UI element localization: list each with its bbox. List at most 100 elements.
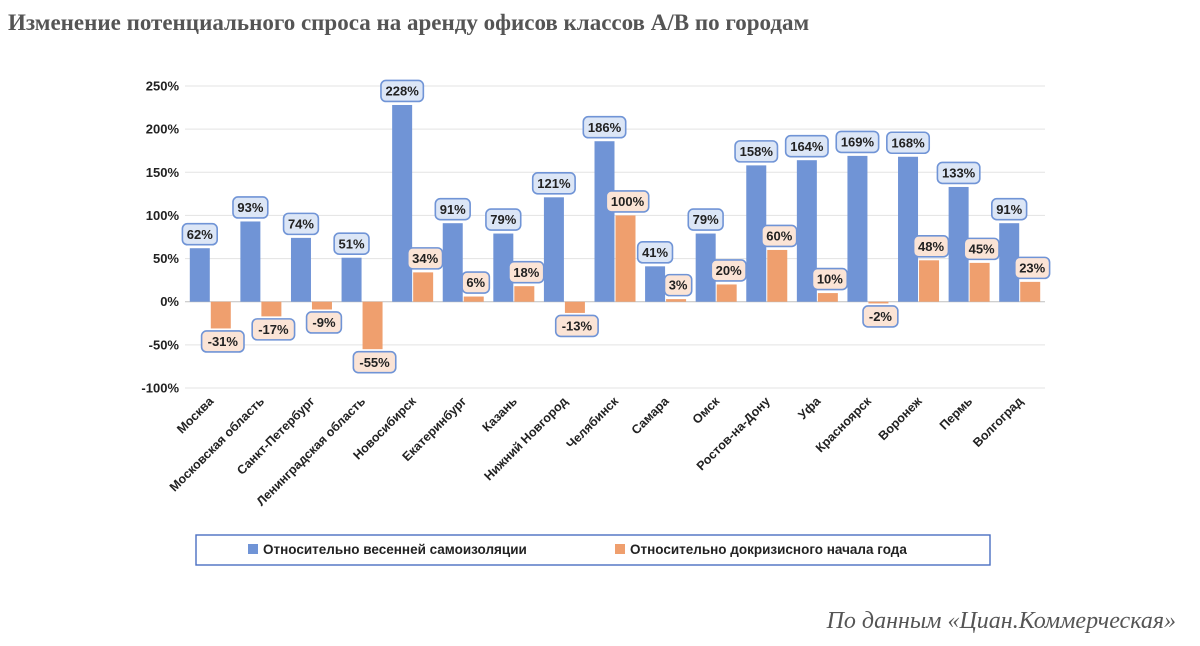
data-label-series1: 79% (490, 212, 516, 227)
bar-series2 (969, 262, 990, 302)
data-label-series1: 74% (288, 216, 314, 231)
bar-series1 (392, 104, 413, 302)
bar-series1 (695, 233, 716, 302)
data-label-series2-box (811, 267, 849, 291)
data-label-series2: 6% (466, 275, 485, 290)
bar-series1 (948, 186, 969, 302)
data-label-series1-box (282, 212, 320, 236)
bar-series2 (463, 296, 484, 302)
data-label-series1: 133% (942, 166, 976, 181)
data-label-series1: 91% (440, 202, 466, 217)
x-tick-label: Нижний Новгород (481, 394, 570, 483)
data-label-series1: 51% (339, 236, 365, 251)
y-tick-label: 50% (153, 251, 179, 266)
bar-series2 (716, 284, 737, 302)
bar-series2 (1020, 281, 1041, 302)
bar-series2 (362, 301, 383, 350)
data-label-series1-box (936, 161, 981, 185)
bar-series2 (666, 299, 687, 302)
bar-series2 (767, 249, 788, 302)
data-label-series2-box (461, 271, 491, 294)
bar-series2 (868, 301, 889, 304)
chart-title: Изменение потенциального спроса на аренд… (8, 10, 810, 35)
data-label-series2-box (200, 330, 245, 353)
bar-series1 (240, 221, 261, 302)
data-label-series1-box (734, 140, 779, 163)
y-tick-label: -100% (141, 381, 179, 396)
data-label-series2-box (406, 247, 444, 270)
data-label-series2: -17% (258, 322, 289, 337)
data-label-series2-box (912, 234, 950, 258)
legend-swatch-series1 (248, 544, 258, 554)
x-tick-label: Волгоград (970, 394, 1026, 450)
x-tick-label: Воронеж (876, 394, 925, 443)
bar-series1 (189, 248, 210, 302)
data-label-series1-box (485, 208, 522, 231)
x-tick-label: Уфа (795, 393, 824, 422)
data-label-series2-box (663, 273, 693, 297)
data-label-series2: 34% (412, 251, 438, 266)
data-label-series1-box (687, 208, 724, 231)
data-label-series1: 186% (588, 120, 622, 135)
data-label-series2-box (352, 350, 397, 374)
data-label-series2-box (508, 260, 545, 284)
y-tick-label: 200% (146, 122, 180, 137)
data-label-series1-box (835, 130, 880, 154)
bar-series2 (564, 301, 585, 313)
data-label-series1: 228% (386, 84, 420, 99)
data-label-series2-box (710, 259, 747, 282)
bar-series1 (999, 223, 1020, 302)
bar-series2 (919, 260, 940, 302)
x-tick-label: Челябинск (564, 394, 622, 452)
data-label-series1: 169% (841, 134, 875, 149)
y-tick-label: 100% (146, 208, 180, 223)
data-label-series1-box (380, 79, 425, 103)
data-label-series2: 48% (918, 239, 944, 254)
bar-series2 (210, 301, 231, 329)
data-label-series2: 23% (1019, 260, 1045, 275)
data-label-series1-box (434, 197, 471, 221)
data-label-series2-box (963, 237, 1000, 261)
bar-series2 (311, 301, 332, 310)
data-label-series2-box (554, 314, 599, 338)
data-label-series1-box (582, 115, 627, 139)
data-label-series1-box (636, 241, 674, 264)
data-label-series2: -13% (562, 319, 593, 334)
data-label-series2-box (1014, 256, 1051, 280)
bar-series1 (746, 165, 767, 302)
data-label-series1: 79% (693, 212, 719, 227)
data-label-series2-box (862, 305, 899, 328)
legend-label-series1: Относительно весенней самоизоляции (263, 542, 527, 557)
data-label-series1-box (232, 196, 269, 219)
source-note: По данным «Циан.Коммерческая» (826, 608, 1176, 634)
data-label-series1: 158% (740, 144, 774, 159)
data-label-series2: 3% (669, 278, 688, 293)
bar-series1 (341, 257, 362, 302)
data-label-series2-box (605, 190, 650, 213)
data-label-series2: 60% (766, 229, 792, 244)
y-tick-label: 0% (160, 294, 179, 309)
bar-chart: 250% 200% 150% 100% 50% 0% -50% -100% 62% -31% Мос… (141, 79, 1051, 566)
data-label-series2: -31% (208, 334, 239, 349)
data-label-series1-box (886, 131, 931, 155)
bar-series1 (442, 223, 463, 302)
bar-series1 (543, 197, 564, 302)
bar-series1 (594, 141, 615, 302)
data-label-series2: 10% (817, 272, 843, 287)
data-label-series2: 18% (513, 265, 539, 280)
legend-swatch-series2 (615, 544, 625, 554)
data-label-series2: 20% (716, 263, 742, 278)
data-label-series2: -9% (312, 315, 336, 330)
data-label-series1: 168% (891, 135, 925, 150)
bar-series2 (261, 301, 282, 317)
bar-series1 (645, 266, 666, 302)
x-tick-label: Москва (174, 393, 217, 436)
bar-series1 (290, 237, 311, 302)
legend-box (195, 534, 991, 566)
y-tick-label: 250% (146, 79, 180, 94)
x-tick-label: Самара (629, 393, 673, 437)
bar-series1 (493, 233, 514, 302)
legend-label-series2: Относительно докризисного начала года (630, 542, 907, 557)
data-label-series2-box (761, 224, 798, 248)
data-label-series1-box (991, 197, 1028, 221)
